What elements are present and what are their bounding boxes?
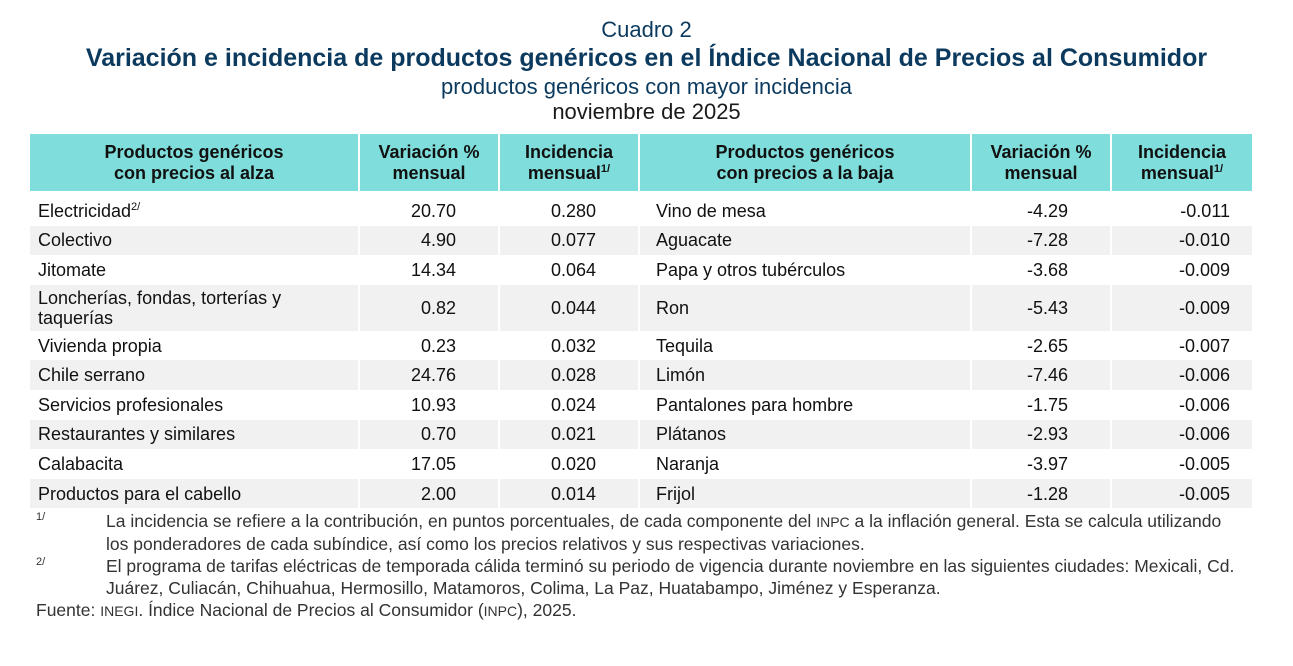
down-product-cell: Plátanos [640, 419, 972, 450]
col-header-down-incidence: Incidencia mensual1/ [1112, 134, 1252, 191]
down-variation-cell: -2.93 [972, 419, 1112, 450]
table-row: Restaurantes y similares 0.70 0.021 Plátano… [30, 419, 1252, 450]
down-variation-cell: -2.65 [972, 330, 1112, 361]
up-incidence-cell: 0.280 [500, 196, 640, 226]
down-product-cell: Aguacate [640, 225, 972, 256]
table-subtitle: productos genéricos con mayor incidencia [441, 74, 852, 99]
down-variation-cell: -3.68 [972, 255, 1112, 285]
down-variation-cell: -5.43 [972, 284, 1112, 331]
down-incidence-cell: -0.006 [1178, 394, 1230, 415]
table-body: Electricidad2/20.70 0.280 Vino de mesa -4.2… [30, 191, 1252, 509]
down-incidence-cell: -0.005 [1178, 453, 1230, 474]
down-incidence-cell: -0.007 [1178, 335, 1230, 356]
up-incidence-cell: 0.024 [500, 389, 640, 420]
up-product-cell: Calabacita [30, 449, 360, 479]
up-variation-cell: 17.05 [360, 449, 500, 479]
table-row: Electricidad2/20.70 0.280 Vino de mesa -4.2… [30, 196, 1252, 226]
footnotes: 1/ La incidencia se refiere a la contrib… [36, 510, 1248, 622]
up-variation-cell: 20.70 [360, 196, 500, 226]
incidence-table: Productos genéricos con precios al alza … [30, 134, 1252, 509]
col-header-up-variation: Variación % mensual [360, 134, 500, 191]
up-product-cell: Jitomate [30, 255, 360, 285]
down-product-cell: Frijol [640, 478, 972, 509]
down-incidence-cell: -0.010 [1112, 225, 1252, 256]
up-variation-cell: 4.90 [360, 225, 500, 256]
down-variation-cell: -1.75 [972, 389, 1112, 420]
table-period: noviembre de 2025 [552, 99, 741, 124]
down-variation-cell: -7.46 [972, 360, 1112, 390]
source-line: Fuente: INEGI. Índice Nacional de Precio… [36, 600, 577, 620]
up-incidence-cell: 0.014 [500, 478, 640, 509]
up-product-cell: Colectivo [30, 225, 360, 256]
table-row: Loncherías, fondas, torterías y taquería… [30, 284, 1252, 331]
up-incidence-cell: 0.044 [500, 284, 640, 331]
footnote-2: 2/ El programa de tarifas eléctricas de … [36, 556, 1235, 598]
table-header: Cuadro 2 Variación e incidencia de produ… [0, 17, 1293, 125]
table-row: Chile serrano 24.76 0.028 Limón -7.46 -0.006 [30, 360, 1252, 390]
footnote-1: 1/ La incidencia se refiere a la contrib… [36, 511, 1222, 554]
table-row: Vivienda propia 0.23 0.032 Tequila -2.65 -0.0… [30, 330, 1252, 361]
down-incidence-cell: -0.005 [1112, 478, 1252, 509]
up-product-cell: Vivienda propia [30, 330, 360, 361]
down-product-cell: Ron [640, 284, 972, 331]
up-product-cell: Chile serrano [30, 360, 360, 390]
footnote-mark: 2/ [36, 556, 46, 568]
up-incidence-cell: 0.028 [500, 360, 640, 390]
col-header-down-products: Productos genéricos con precios a la baj… [640, 134, 972, 191]
up-variation-cell: 0.82 [360, 284, 500, 331]
up-variation-cell: 10.93 [360, 389, 500, 420]
down-product-cell: Tequila [640, 330, 972, 361]
up-variation-cell: 14.34 [360, 255, 500, 285]
table-label: Cuadro 2 [601, 17, 692, 42]
up-incidence-cell: 0.077 [500, 225, 640, 256]
up-product-cell: Restaurantes y similares [30, 419, 360, 450]
down-incidence-cell: -0.009 [1178, 259, 1230, 280]
table-row: Servicios profesionales 10.93 0.024 Pantalo… [30, 389, 1252, 420]
down-product-cell: Limón [640, 360, 972, 390]
down-incidence-cell: -0.011 [1180, 200, 1230, 221]
down-incidence-cell: -0.006 [1112, 419, 1252, 450]
up-variation-cell: 24.76 [360, 360, 500, 390]
table-title: Variación e incidencia de productos gené… [85, 44, 1208, 72]
up-product-cell: Productos para el cabello [30, 478, 360, 509]
up-incidence-cell: 0.021 [500, 419, 640, 450]
up-incidence-cell: 0.064 [500, 255, 640, 285]
col-header-down-variation: Variación % mensual [972, 134, 1112, 191]
table-row: Calabacita 17.05 0.020 Naranja -3.97 -0.005 [30, 449, 1252, 479]
up-incidence-cell: 0.032 [500, 330, 640, 361]
table-head-row: Productos genéricos con precios al alza … [30, 134, 1252, 191]
up-product-cell: Loncherías, fondas, torterías y taquería… [30, 284, 360, 331]
up-variation-cell: 0.23 [360, 330, 500, 361]
col-header-up-incidence: Incidencia mensual1/ [500, 134, 640, 191]
col-header-up-products: Productos genéricos con precios al alza [30, 134, 360, 191]
down-variation-cell: -7.28 [972, 225, 1112, 256]
down-variation-cell: -4.29 [972, 196, 1112, 226]
down-product-cell: Naranja [640, 449, 972, 479]
down-product-cell: Papa y otros tubérculos [640, 255, 972, 285]
up-variation-cell: 2.00 [360, 478, 500, 509]
down-variation-cell: -3.97 [972, 449, 1112, 479]
up-product-cell: Electricidad2/ [30, 196, 360, 226]
down-variation-cell: -1.28 [972, 478, 1112, 509]
up-incidence-cell: 0.020 [500, 449, 640, 479]
down-incidence-cell: -0.006 [1112, 360, 1252, 390]
footnote-mark: 1/ [36, 511, 46, 523]
table-row: Colectivo 4.90 0.077 Aguacate -7.28 -0.010 [30, 225, 1252, 256]
down-incidence-cell: -0.009 [1112, 284, 1252, 331]
footnote-ref: 2/ [131, 200, 141, 213]
down-product-cell: Pantalones para hombre [640, 389, 972, 420]
table-row: Jitomate 14.34 0.064 Papa y otros tubérculo… [30, 255, 1252, 285]
up-variation-cell: 0.70 [360, 419, 500, 450]
down-product-cell: Vino de mesa [640, 196, 972, 226]
up-product-cell: Servicios profesionales [30, 389, 360, 420]
table-row: Productos para el cabello 2.00 0.014 Frijol… [30, 478, 1252, 509]
